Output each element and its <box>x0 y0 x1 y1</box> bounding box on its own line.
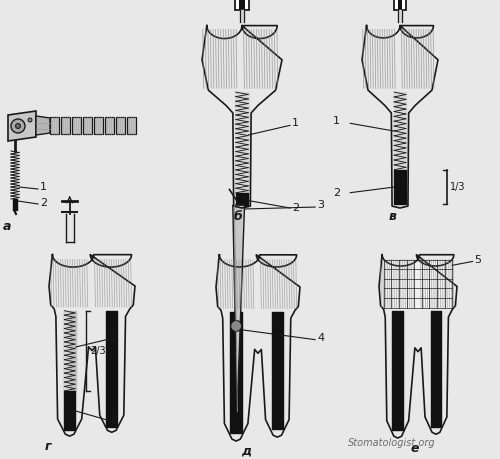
Bar <box>116 117 125 134</box>
Text: д: д <box>241 445 252 458</box>
Text: г: г <box>44 440 51 453</box>
Text: 2/3: 2/3 <box>90 346 106 356</box>
Text: е: е <box>410 442 418 455</box>
Bar <box>72 117 81 134</box>
Text: 2: 2 <box>333 188 340 198</box>
Text: 2: 2 <box>110 415 117 425</box>
Text: 2: 2 <box>40 198 47 208</box>
Text: 1/3: 1/3 <box>450 182 466 192</box>
Bar <box>127 117 136 134</box>
Bar <box>235 0 249 11</box>
Bar <box>50 117 59 134</box>
Bar <box>105 117 114 134</box>
Text: 1: 1 <box>40 182 47 192</box>
Bar <box>83 117 92 134</box>
Text: б: б <box>234 210 243 223</box>
Bar <box>94 117 103 134</box>
Polygon shape <box>233 205 244 414</box>
Circle shape <box>28 118 32 122</box>
Text: 1: 1 <box>292 118 299 129</box>
Text: в: в <box>388 210 396 223</box>
Text: 2: 2 <box>292 203 299 213</box>
Text: 1: 1 <box>110 332 116 342</box>
Bar <box>239 0 245 11</box>
Circle shape <box>16 123 20 129</box>
Text: 3: 3 <box>317 200 324 210</box>
Polygon shape <box>8 111 36 141</box>
Polygon shape <box>36 116 50 135</box>
Text: 5: 5 <box>474 255 482 264</box>
Circle shape <box>230 320 241 331</box>
Bar <box>398 0 402 11</box>
Text: 4: 4 <box>317 333 324 343</box>
Text: 1: 1 <box>334 117 340 126</box>
Bar <box>61 117 70 134</box>
Text: Stomatologist.org: Stomatologist.org <box>348 438 436 448</box>
Bar <box>394 0 406 11</box>
Text: а: а <box>3 220 12 233</box>
Circle shape <box>11 119 25 133</box>
